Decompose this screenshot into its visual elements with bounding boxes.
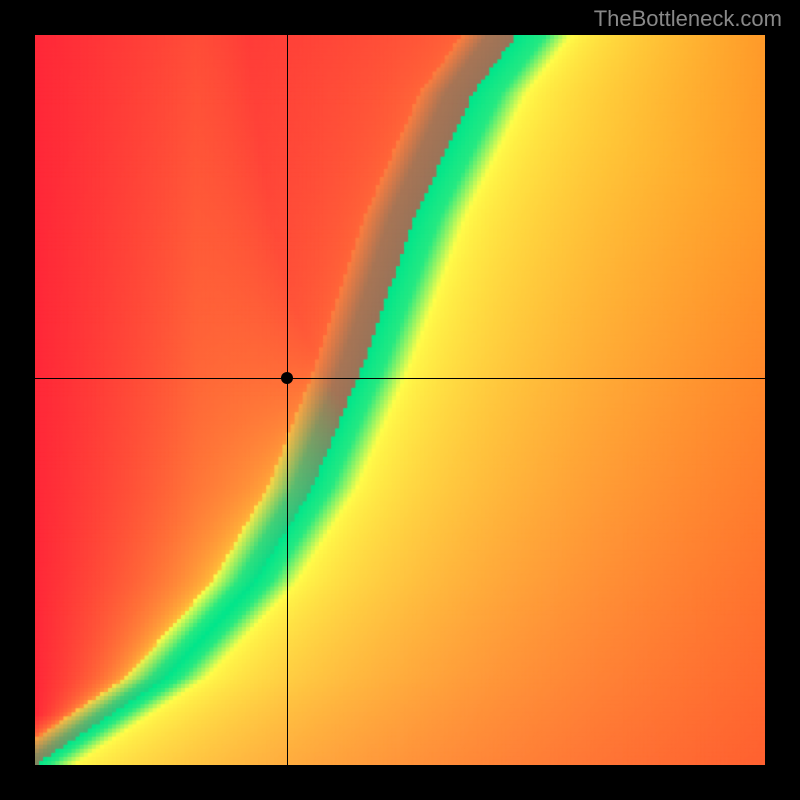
heatmap-canvas (35, 35, 765, 765)
crosshair-horizontal (35, 378, 765, 379)
crosshair-point (281, 372, 293, 384)
plot-area (35, 35, 765, 765)
crosshair-vertical (287, 35, 288, 765)
chart-container: TheBottleneck.com (0, 0, 800, 800)
watermark-text: TheBottleneck.com (594, 6, 782, 32)
